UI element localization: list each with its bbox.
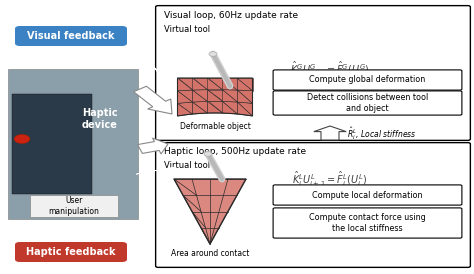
Text: Haptic
device: Haptic device bbox=[82, 108, 118, 130]
Polygon shape bbox=[177, 78, 192, 91]
Polygon shape bbox=[192, 78, 208, 90]
Circle shape bbox=[209, 52, 217, 56]
Polygon shape bbox=[208, 90, 222, 101]
Polygon shape bbox=[144, 54, 178, 99]
FancyBboxPatch shape bbox=[155, 143, 470, 267]
Text: Haptic loop, 500Hz update rate: Haptic loop, 500Hz update rate bbox=[164, 147, 306, 156]
Polygon shape bbox=[134, 86, 172, 114]
Polygon shape bbox=[192, 78, 208, 90]
Polygon shape bbox=[237, 78, 253, 91]
Text: Visual feedback: Visual feedback bbox=[27, 31, 115, 41]
Polygon shape bbox=[192, 101, 208, 113]
Polygon shape bbox=[177, 78, 253, 116]
Polygon shape bbox=[174, 179, 246, 244]
FancyBboxPatch shape bbox=[273, 70, 462, 90]
Polygon shape bbox=[177, 78, 192, 90]
Text: User
manipulation: User manipulation bbox=[48, 196, 100, 216]
Polygon shape bbox=[208, 90, 222, 101]
FancyBboxPatch shape bbox=[12, 94, 92, 194]
Text: Haptic feedback: Haptic feedback bbox=[26, 247, 116, 257]
FancyBboxPatch shape bbox=[273, 208, 462, 238]
Text: Deformable object: Deformable object bbox=[180, 122, 250, 131]
Polygon shape bbox=[137, 138, 168, 154]
Polygon shape bbox=[237, 102, 253, 116]
Text: Compute contact force using
the local stiffness: Compute contact force using the local st… bbox=[309, 213, 426, 233]
Text: Virtual tool: Virtual tool bbox=[164, 24, 210, 33]
Polygon shape bbox=[222, 101, 237, 114]
Polygon shape bbox=[208, 101, 222, 113]
Polygon shape bbox=[192, 102, 208, 114]
Polygon shape bbox=[222, 78, 237, 90]
FancyBboxPatch shape bbox=[155, 6, 470, 140]
FancyBboxPatch shape bbox=[273, 91, 462, 115]
Polygon shape bbox=[177, 103, 192, 116]
Polygon shape bbox=[237, 90, 253, 103]
FancyBboxPatch shape bbox=[30, 195, 118, 217]
FancyBboxPatch shape bbox=[8, 69, 138, 219]
FancyBboxPatch shape bbox=[15, 26, 127, 46]
Polygon shape bbox=[192, 90, 208, 101]
Polygon shape bbox=[208, 101, 222, 113]
Circle shape bbox=[14, 134, 30, 144]
Polygon shape bbox=[192, 90, 208, 102]
Text: Virtual tool: Virtual tool bbox=[164, 161, 210, 170]
Polygon shape bbox=[136, 167, 174, 174]
Polygon shape bbox=[222, 101, 237, 114]
Text: Compute global deformation: Compute global deformation bbox=[310, 76, 426, 84]
Polygon shape bbox=[222, 90, 237, 102]
Polygon shape bbox=[177, 91, 192, 103]
Polygon shape bbox=[222, 78, 237, 90]
Polygon shape bbox=[208, 78, 222, 90]
Text: $\hat{K}_i^G U_{i+1}^G = \hat{F}_i^G(U_i^G)$: $\hat{K}_i^G U_{i+1}^G = \hat{F}_i^G(U_i… bbox=[290, 59, 370, 79]
FancyBboxPatch shape bbox=[273, 185, 462, 205]
Polygon shape bbox=[208, 78, 222, 90]
Text: Area around contact: Area around contact bbox=[171, 249, 249, 258]
Text: Compute local deformation: Compute local deformation bbox=[312, 190, 423, 199]
Polygon shape bbox=[177, 102, 192, 114]
Text: $\hat{K}_i^L U_{i+1}^L = \hat{F}_i^L(U_i^L)$: $\hat{K}_i^L U_{i+1}^L = \hat{F}_i^L(U_i… bbox=[292, 169, 367, 189]
Polygon shape bbox=[237, 78, 253, 91]
Text: $\hat{R}_i^L$, Local stiffness: $\hat{R}_i^L$, Local stiffness bbox=[347, 125, 417, 142]
Text: Detect collisions between tool
and object: Detect collisions between tool and objec… bbox=[307, 93, 428, 113]
Text: Visual loop, 60Hz update rate: Visual loop, 60Hz update rate bbox=[164, 10, 298, 19]
Polygon shape bbox=[237, 102, 253, 116]
Polygon shape bbox=[314, 126, 346, 140]
FancyBboxPatch shape bbox=[15, 242, 127, 262]
Polygon shape bbox=[222, 90, 237, 102]
Polygon shape bbox=[177, 90, 192, 102]
Circle shape bbox=[204, 152, 212, 156]
Polygon shape bbox=[237, 90, 253, 103]
